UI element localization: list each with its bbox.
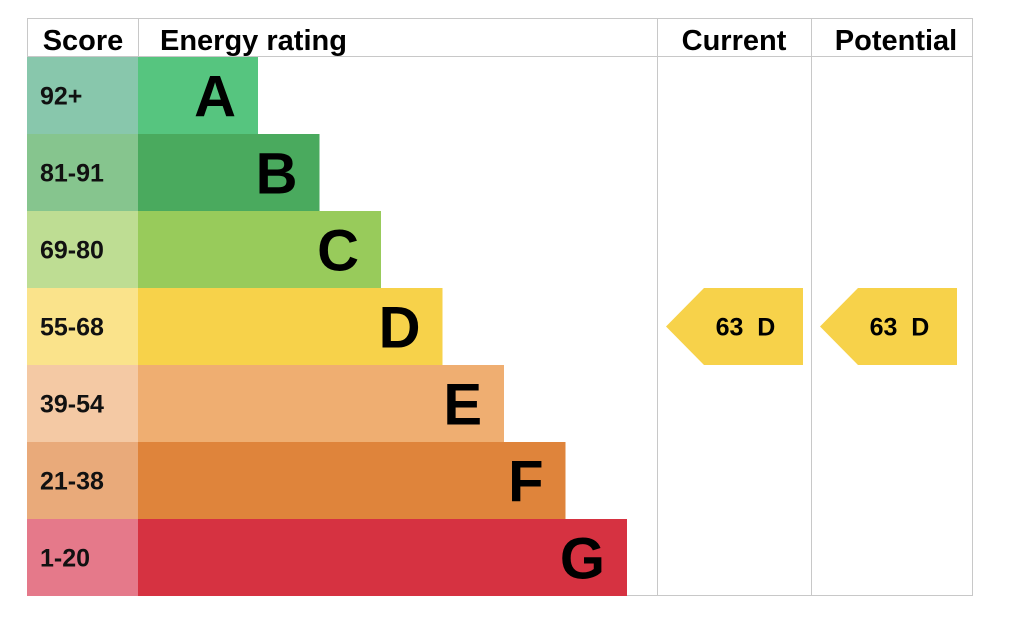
band-letter-d: D: [379, 296, 421, 361]
band-bar-e: [138, 365, 504, 442]
band-bar-b: [138, 134, 320, 211]
band-bar-g: [138, 519, 627, 596]
score-range-d: 55-68: [40, 314, 104, 342]
score-cell-d: [27, 288, 138, 365]
band-letter-a: A: [194, 65, 236, 130]
rating-arrows: 63 D 63 D: [666, 288, 957, 365]
score-range-f: 21-38: [40, 468, 104, 496]
header-potential: Potential: [835, 25, 957, 57]
current-rating-label: 63 D: [716, 314, 776, 342]
score-range-e: 39-54: [40, 391, 104, 419]
potential-rating-label: 63 D: [870, 314, 930, 342]
band-bar-c: [138, 211, 381, 288]
score-cell-g: [27, 519, 138, 596]
score-range-a: 92+: [40, 83, 82, 111]
rating-bands: 92+ A 81-91 B 69-80 C 55-68 D 39-54 E 21-38 F 1-20 G: [27, 57, 627, 596]
band-bar-d: [138, 288, 443, 365]
score-cell-e: [27, 365, 138, 442]
score-cell-c: [27, 211, 138, 288]
header-energy-rating: Energy rating: [160, 25, 347, 57]
score-range-g: 1-20: [40, 545, 90, 573]
current-arrow: [666, 288, 803, 365]
band-letter-c: C: [317, 219, 359, 284]
header-current: Current: [682, 25, 787, 57]
score-cell-f: [27, 442, 138, 519]
band-bar-f: [138, 442, 566, 519]
score-range-c: 69-80: [40, 237, 104, 265]
band-letter-g: G: [560, 527, 605, 592]
band-letter-e: E: [443, 373, 482, 438]
header-score: Score: [43, 25, 124, 57]
score-cell-a: [27, 57, 138, 134]
score-range-b: 81-91: [40, 160, 104, 188]
potential-arrow: [820, 288, 957, 365]
band-letter-b: B: [256, 142, 298, 207]
band-bar-a: [138, 57, 258, 134]
band-letter-f: F: [508, 450, 543, 515]
score-cell-b: [27, 134, 138, 211]
